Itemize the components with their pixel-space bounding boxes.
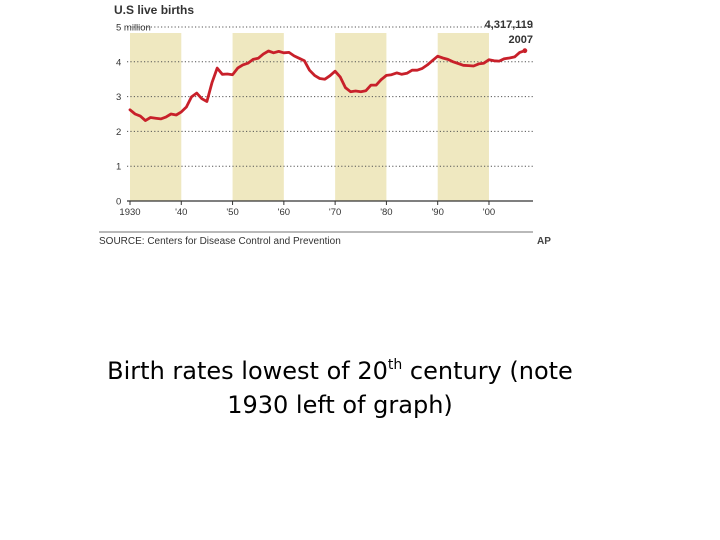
y-tick-label-2: 2 <box>116 127 121 138</box>
annotation-year: 2007 <box>509 34 533 46</box>
caption-text-part-2: century (note <box>402 357 573 385</box>
decade-band-1970 <box>335 33 387 201</box>
caption-line-2: 1930 left of graph) <box>227 391 453 419</box>
x-tick-label-1980: '80 <box>380 207 392 218</box>
annotation-value: 4,317,119 <box>485 19 533 31</box>
slide-caption: Birth rates lowest of 20th century (note… <box>60 354 620 422</box>
endpoint-marker-2007 <box>522 48 528 54</box>
series-line-us-live-births <box>128 49 527 122</box>
y-tick-label-3: 3 <box>116 92 121 103</box>
x-tick-label-1950: '50 <box>226 207 238 218</box>
x-tick-label-1930: 1930 <box>119 207 140 218</box>
credit-label: AP <box>537 236 551 247</box>
chart-title: U.S live births <box>114 3 194 17</box>
caption-line-1: Birth rates lowest of 20th century (note <box>60 354 620 388</box>
x-tick-label-1940: '40 <box>175 207 187 218</box>
y-tick-label-4: 4 <box>116 57 121 68</box>
x-tick-label-1990: '90 <box>431 207 443 218</box>
x-tick-label-1970: '70 <box>329 207 341 218</box>
x-tick-label-1960: '60 <box>278 207 290 218</box>
y-tick-label-0: 0 <box>116 197 121 208</box>
y-tick-label-1: 1 <box>116 162 121 173</box>
caption-text-part-1: Birth rates lowest of 20 <box>107 357 388 385</box>
x-tick-label-2000: '00 <box>483 207 495 218</box>
caption-superscript: th <box>387 357 403 373</box>
y-tick-label-5: 5 million <box>116 23 151 34</box>
source-note: SOURCE: Centers for Disease Control and … <box>99 236 341 247</box>
decade-band-1950 <box>232 33 284 201</box>
decade-band-1990 <box>437 33 489 201</box>
